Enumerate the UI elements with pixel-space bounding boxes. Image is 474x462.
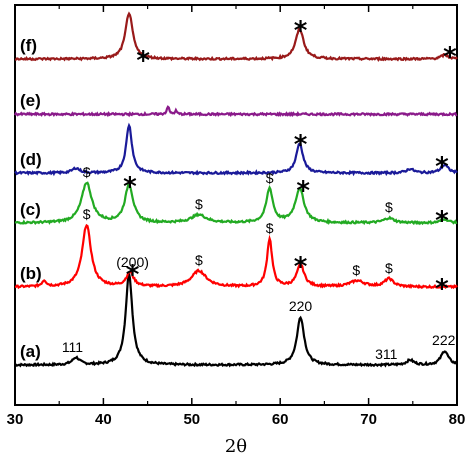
trace-label-d: (d) xyxy=(20,150,42,169)
trace-d xyxy=(14,122,458,177)
dollar-marker: $ xyxy=(83,206,91,222)
x-tick-label: 60 xyxy=(272,411,289,428)
x-tick-label: 70 xyxy=(360,411,377,428)
trace-label-b: (b) xyxy=(20,264,42,283)
trace-label-e: (e) xyxy=(20,91,41,110)
dollar-marker: $ xyxy=(352,262,360,278)
star-marker: * xyxy=(294,252,308,282)
hkl-label: 222 xyxy=(432,332,456,348)
x-tick-label: 80 xyxy=(449,411,466,428)
star-marker: * xyxy=(435,206,449,236)
annotations-group: 111 (200) 220 311 222 $ * $ $ * $ $ * $ * $ $ * $ * * * * * * xyxy=(62,16,457,362)
star-marker: * xyxy=(294,130,308,160)
star-marker: * xyxy=(435,274,449,304)
hkl-label: (200) xyxy=(116,254,149,270)
hkl-label: 111 xyxy=(62,339,83,355)
hkl-label: 311 xyxy=(375,346,398,362)
dollar-marker: $ xyxy=(195,196,203,212)
x-tick-label: 50 xyxy=(183,411,200,428)
star-marker: * xyxy=(296,176,310,206)
trace-f xyxy=(14,11,458,62)
x-tick-label: 30 xyxy=(7,411,24,428)
star-marker: * xyxy=(435,152,449,182)
trace-label-c: (c) xyxy=(20,200,41,219)
traces-group xyxy=(14,11,458,368)
dollar-marker: $ xyxy=(385,260,393,276)
dollar-marker: $ xyxy=(266,220,274,236)
dollar-marker: $ xyxy=(266,170,274,186)
trace-b xyxy=(14,223,458,290)
x-tick-label: 40 xyxy=(95,411,112,428)
trace-e xyxy=(14,105,458,118)
trace-labels-group: (a) (b) (c) (d) (e) (f) xyxy=(20,36,42,361)
star-marker: * xyxy=(136,46,150,76)
dollar-marker: $ xyxy=(195,252,203,268)
dollar-marker: $ xyxy=(385,199,393,215)
trace-c xyxy=(14,181,458,226)
trace-label-f: (f) xyxy=(20,36,37,55)
hkl-label: 220 xyxy=(289,298,313,314)
dollar-marker: $ xyxy=(83,164,91,180)
trace-label-a: (a) xyxy=(20,342,41,361)
trace-a xyxy=(14,273,458,368)
star-marker: * xyxy=(294,16,308,46)
star-marker: * xyxy=(126,260,140,290)
star-marker: * xyxy=(443,42,457,72)
star-marker: * xyxy=(123,172,137,202)
x-axis-title: 2θ xyxy=(225,436,247,457)
x-ticks-group: 30 40 50 60 70 80 xyxy=(7,5,466,428)
